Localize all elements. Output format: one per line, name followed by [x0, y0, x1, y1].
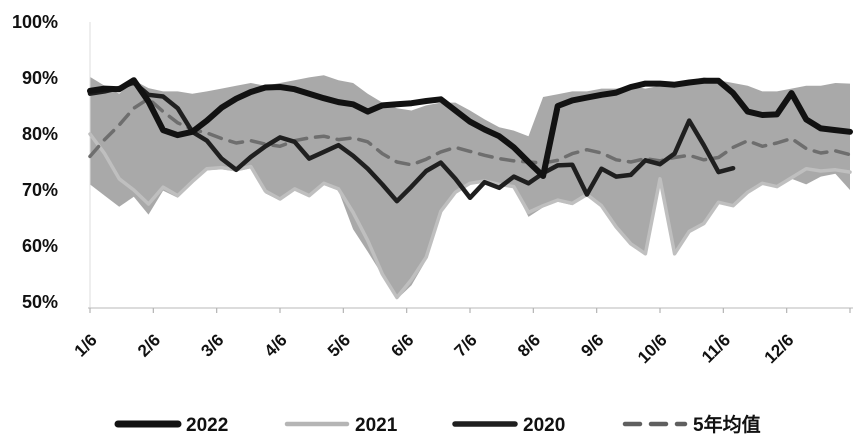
x-axis-label: 12/6 — [761, 330, 798, 367]
legend-label: 2022 — [186, 415, 228, 436]
legend-label: 5年均值 — [693, 413, 761, 436]
x-axis-label: 8/6 — [514, 330, 544, 360]
x-axis-label: 3/6 — [197, 330, 227, 360]
y-axis-label: 70% — [22, 180, 58, 200]
y-axis-label: 100% — [12, 12, 58, 32]
series-line-2021 — [88, 132, 852, 300]
legend-item-2020: 2020 — [452, 415, 565, 436]
x-axis-label: 10/6 — [634, 330, 671, 367]
range-band-area — [90, 75, 850, 300]
legend-item-5avg: 5年均值 — [622, 413, 761, 436]
y-axis-label: 80% — [22, 124, 58, 144]
x-axis-label: 6/6 — [387, 330, 417, 360]
series-line-2022 — [87, 77, 853, 179]
x-axis-label: 11/6 — [698, 330, 734, 366]
x-axis-label: 7/6 — [451, 330, 481, 360]
y-axis-label: 60% — [22, 236, 58, 256]
x-axis-label: 4/6 — [261, 330, 291, 360]
x-axis-label: 5/6 — [324, 330, 354, 360]
x-axis-label: 9/6 — [577, 330, 607, 360]
series-line-2020 — [87, 80, 736, 204]
series-line-5avg — [88, 96, 852, 167]
legend-item-2021: 2021 — [284, 415, 398, 436]
legend-item-2022: 2022 — [114, 415, 228, 436]
y-axis-label: 90% — [22, 68, 58, 88]
y-axis-label: 50% — [22, 292, 58, 312]
x-axis-label: 2/6 — [134, 330, 164, 360]
x-axis-label: 1/6 — [71, 330, 101, 360]
legend-label: 2020 — [523, 415, 565, 436]
legend-label: 2021 — [355, 415, 398, 436]
